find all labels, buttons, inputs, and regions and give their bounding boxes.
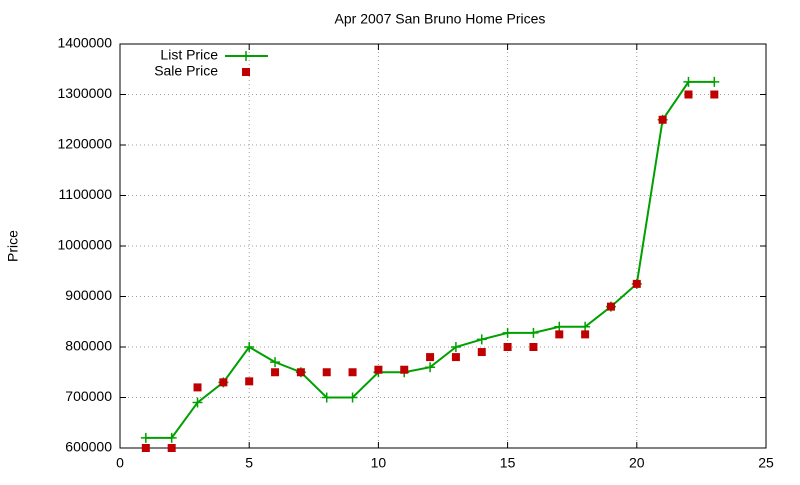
point: [503, 343, 512, 351]
point: [244, 342, 255, 352]
x-tick-label: 25: [758, 455, 774, 471]
point: [166, 432, 177, 443]
point: [245, 377, 254, 386]
point: [581, 330, 590, 339]
point: [426, 353, 435, 362]
point: [529, 343, 538, 351]
point: [684, 90, 693, 99]
y-tick-label: 900000: [65, 287, 112, 303]
point: [554, 321, 565, 332]
plot-frame: [119, 43, 767, 449]
point: [219, 378, 228, 387]
y-tick-label: 700000: [65, 388, 112, 404]
point: [606, 302, 615, 311]
point: [683, 76, 694, 87]
point: [710, 90, 719, 99]
x-tick-label: 15: [500, 455, 516, 471]
point: [321, 392, 332, 403]
point: [502, 327, 513, 338]
point: [270, 357, 281, 368]
legend-marker: [241, 51, 251, 61]
point: [580, 321, 591, 332]
y-tick-label: 1200000: [57, 136, 112, 152]
point: [451, 353, 460, 362]
point: [322, 368, 331, 377]
y-tick-label: 1000000: [57, 237, 112, 253]
legend-label: Sale Price: [154, 63, 218, 79]
chart-title: Apr 2007 San Bruno Home Prices: [335, 11, 546, 27]
point: [348, 368, 357, 377]
point: [374, 365, 383, 374]
point: [632, 279, 641, 288]
x-tick-label: 0: [116, 455, 124, 471]
y-tick-label: 600000: [65, 439, 112, 455]
y-tick-label: 800000: [65, 338, 112, 354]
point: [658, 115, 667, 124]
point: [167, 444, 176, 452]
y-axis-label: Price: [5, 230, 21, 262]
legend-label: List Price: [160, 47, 218, 63]
x-tick-label: 10: [371, 455, 387, 471]
point: [709, 76, 720, 87]
y-tick-label: 1300000: [57, 85, 112, 101]
x-tick-label: 20: [629, 455, 645, 471]
point: [555, 330, 564, 339]
x-tick-label: 5: [245, 455, 253, 471]
point: [450, 342, 461, 352]
y-tick-label: 1400000: [57, 35, 112, 51]
point: [192, 397, 203, 408]
point: [347, 392, 358, 403]
point: [296, 368, 305, 377]
point: [528, 327, 539, 338]
point: [477, 348, 486, 357]
point: [400, 365, 409, 374]
point: [140, 432, 151, 443]
point: [271, 368, 280, 377]
point: [141, 444, 150, 452]
legend-marker: [242, 68, 250, 76]
point: [425, 362, 436, 373]
point: [193, 383, 202, 392]
point: [476, 334, 487, 345]
y-tick-label: 1100000: [59, 186, 113, 202]
